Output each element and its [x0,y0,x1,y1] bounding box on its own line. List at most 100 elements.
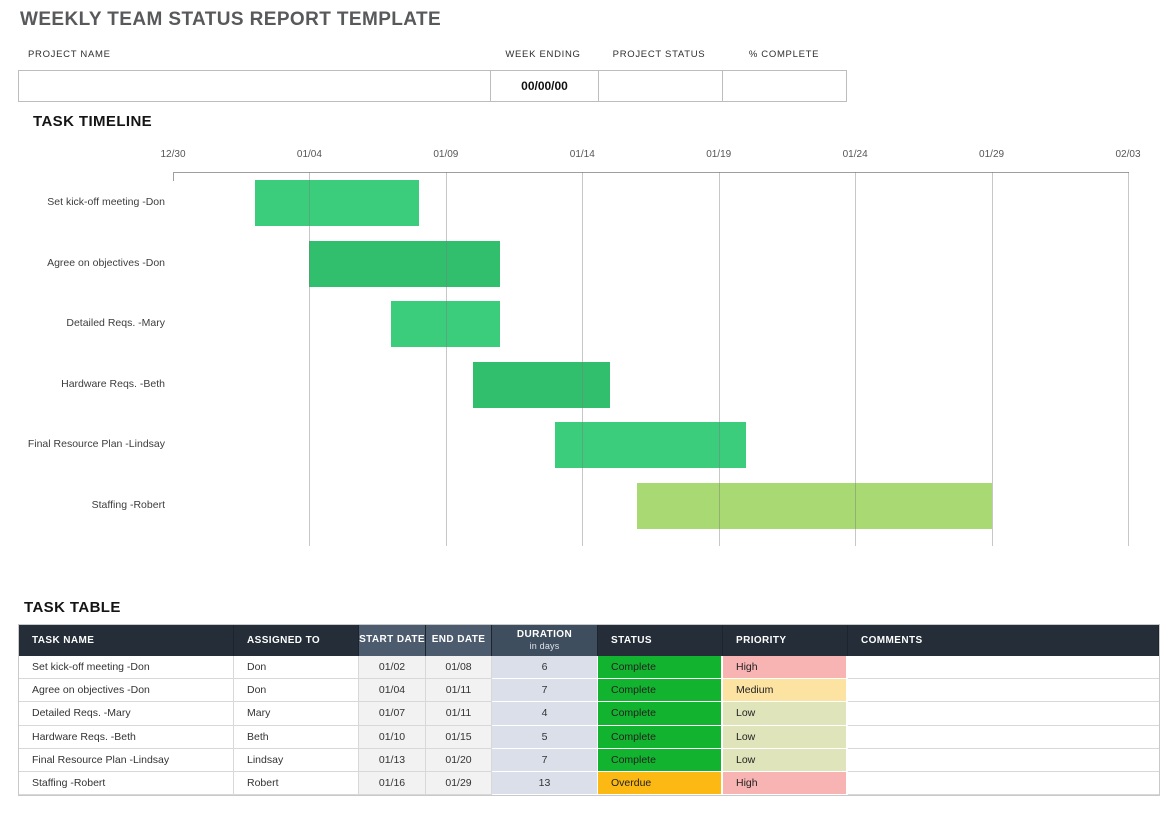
gantt-row-label: Final Resource Plan -Lindsay [27,438,165,451]
cell-assigned-to[interactable]: Mary [234,702,359,726]
cell-duration[interactable]: 5 [492,725,598,749]
cell-assigned-to[interactable]: Beth [234,725,359,749]
task-table: TASK NAME ASSIGNED TO START DATE END DAT… [18,624,1160,797]
gantt-bar [391,301,501,348]
cell-task-name[interactable]: Hardware Reqs. -Beth [19,725,234,749]
axis-tick-label: 01/19 [706,149,732,160]
gridline [309,172,311,546]
cell-end-date[interactable]: 01/15 [426,725,492,749]
cell-comments[interactable] [848,725,1159,749]
cell-start-date[interactable]: 01/02 [359,656,426,680]
cell-priority[interactable]: High [723,656,848,680]
cell-end-date[interactable]: 01/11 [426,702,492,726]
week-ending-label: WEEK ENDING [505,49,581,60]
cell-comments[interactable] [848,656,1159,680]
gantt-bar [473,361,610,408]
gridline [991,172,993,546]
cell-start-date[interactable]: 01/04 [359,679,426,703]
project-status-field[interactable] [598,71,722,101]
gridline [718,172,720,546]
project-form: 00/00/00 [18,70,847,102]
cell-duration[interactable]: 7 [492,748,598,772]
col-header-status: STATUS [598,625,723,656]
percent-complete-field[interactable] [722,71,846,101]
col-header-task-name: TASK NAME [19,625,234,656]
gridline [582,172,584,546]
cell-priority[interactable]: Low [723,702,848,726]
axis-tick-label: 02/03 [1115,149,1141,160]
col-header-assigned-to: ASSIGNED TO [234,625,359,656]
cell-priority[interactable]: Low [723,748,848,772]
axis-tick-mark [173,172,174,181]
cell-priority[interactable]: Low [723,725,848,749]
project-form-labels: PROJECT NAME WEEK ENDING PROJECT STATUS … [18,49,847,60]
timeline-axis [173,172,1129,173]
cell-comments[interactable] [848,679,1159,703]
col-header-end-date: END DATE [426,625,492,656]
gridline [855,172,857,546]
gridline [445,172,447,546]
cell-end-date[interactable]: 01/11 [426,679,492,703]
gantt-bar [555,422,746,469]
cell-start-date[interactable]: 01/10 [359,725,426,749]
axis-tick-label: 01/14 [569,149,595,160]
cell-duration[interactable]: 13 [492,771,598,796]
task-table-heading: TASK TABLE [24,599,121,616]
cell-task-name[interactable]: Agree on objectives -Don [19,679,234,703]
axis-tick-label: 01/29 [979,149,1005,160]
cell-status[interactable]: Complete [598,702,723,726]
cell-priority[interactable]: High [723,771,848,796]
cell-task-name[interactable]: Final Resource Plan -Lindsay [19,748,234,772]
task-timeline-heading: TASK TIMELINE [33,113,153,130]
cell-duration[interactable]: 7 [492,679,598,703]
cell-comments[interactable] [848,702,1159,726]
cell-assigned-to[interactable]: Robert [234,771,359,796]
cell-task-name[interactable]: Detailed Reqs. -Mary [19,702,234,726]
cell-start-date[interactable]: 01/16 [359,771,426,796]
percent-complete-label: % COMPLETE [748,49,820,60]
cell-comments[interactable] [848,771,1159,796]
cell-end-date[interactable]: 01/29 [426,771,492,796]
cell-end-date[interactable]: 01/20 [426,748,492,772]
gantt-bar [309,240,501,287]
cell-task-name[interactable]: Staffing -Robert [19,771,234,796]
gantt-row-label: Hardware Reqs. -Beth [61,377,165,390]
cell-comments[interactable] [848,748,1159,772]
gantt-row-label: Set kick-off meeting -Don [47,196,165,208]
cell-assigned-to[interactable]: Don [234,679,359,703]
week-ending-field[interactable]: 00/00/00 [490,71,598,101]
gantt-row-label: Detailed Reqs. -Mary [66,317,165,330]
cell-assigned-to[interactable]: Don [234,656,359,680]
page-title: WEEKLY TEAM STATUS REPORT TEMPLATE [20,9,442,30]
cell-status[interactable]: Complete [598,679,723,703]
col-header-duration-sub: in days [529,641,560,652]
project-status-label: PROJECT STATUS [612,49,706,60]
cell-end-date[interactable]: 01/08 [426,656,492,680]
gantt-row-label: Agree on objectives -Don [47,256,165,269]
cell-assigned-to[interactable]: Lindsay [234,748,359,772]
cell-priority[interactable]: Medium [723,679,848,703]
cell-status[interactable]: Complete [598,725,723,749]
cell-start-date[interactable]: 01/13 [359,748,426,772]
cell-duration[interactable]: 4 [492,702,598,726]
cell-duration[interactable]: 6 [492,656,598,680]
col-header-comments: COMMENTS [848,625,1159,656]
col-header-duration: DURATION in days [492,625,598,656]
col-header-priority: PRIORITY [723,625,848,656]
col-header-duration-title: DURATION [516,628,573,640]
axis-tick-label: 12/30 [160,149,186,160]
cell-task-name[interactable]: Set kick-off meeting -Don [19,656,234,680]
col-header-start-date: START DATE [359,625,426,656]
axis-tick-label: 01/24 [842,149,868,160]
cell-status[interactable]: Complete [598,748,723,772]
project-name-label: PROJECT NAME [28,49,111,60]
gantt-row-label: Staffing -Robert [91,499,165,511]
cell-status[interactable]: Complete [598,656,723,680]
cell-status[interactable]: Overdue [598,771,723,796]
axis-tick-label: 01/09 [433,149,459,160]
gantt-bar [636,483,992,529]
cell-start-date[interactable]: 01/07 [359,702,426,726]
gantt-bar [254,180,419,226]
